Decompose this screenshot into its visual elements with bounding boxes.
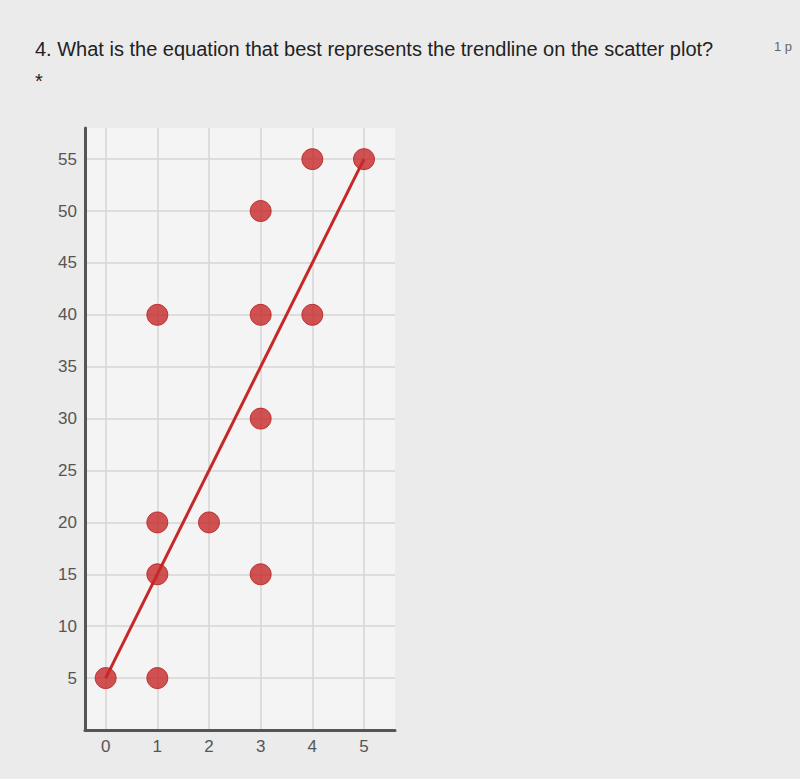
svg-text:4: 4 xyxy=(308,737,317,756)
svg-text:35: 35 xyxy=(58,357,77,376)
svg-text:50: 50 xyxy=(58,202,77,221)
svg-text:4. What is the equation that b: 4. What is the equation that best repres… xyxy=(35,38,719,60)
svg-text:0: 0 xyxy=(101,737,110,756)
svg-text:*: * xyxy=(35,70,43,92)
svg-text:25: 25 xyxy=(58,461,77,480)
svg-text:45: 45 xyxy=(58,253,77,272)
svg-text:3: 3 xyxy=(256,737,265,756)
svg-text:5: 5 xyxy=(68,669,77,688)
svg-text:10: 10 xyxy=(58,617,77,636)
svg-text:1 p: 1 p xyxy=(774,39,792,54)
svg-text:5: 5 xyxy=(359,737,368,756)
svg-text:15: 15 xyxy=(58,565,77,584)
svg-text:30: 30 xyxy=(58,409,77,428)
svg-text:20: 20 xyxy=(58,513,77,532)
svg-text:40: 40 xyxy=(58,305,77,324)
svg-text:55: 55 xyxy=(58,150,77,169)
svg-text:1: 1 xyxy=(153,737,162,756)
svg-text:2: 2 xyxy=(204,737,213,756)
